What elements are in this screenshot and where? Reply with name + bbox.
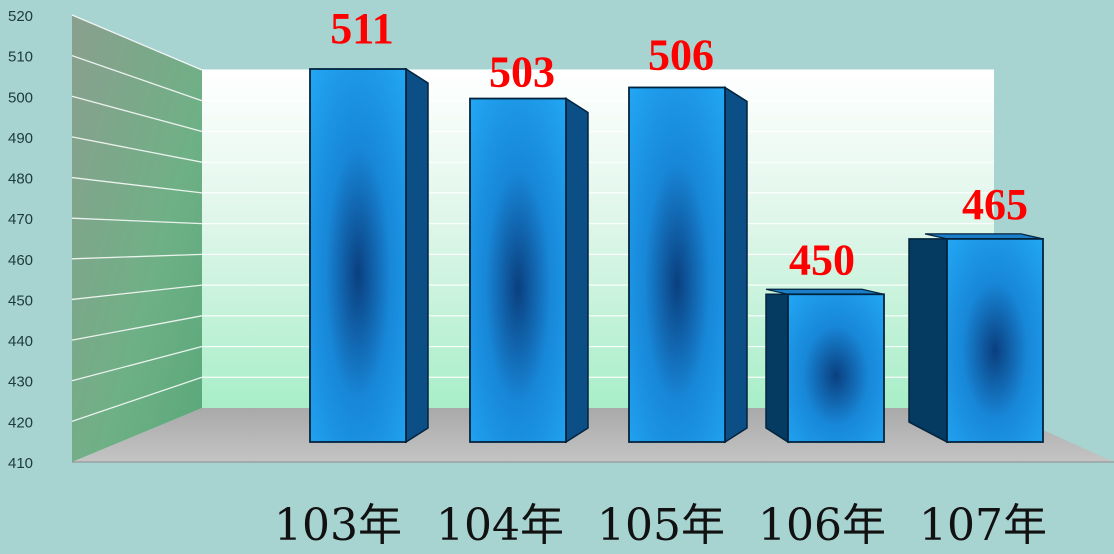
y-tick-label: 420 — [8, 414, 33, 431]
bar-front — [309, 68, 407, 443]
gridline-side — [71, 176, 203, 194]
y-tick-label: 450 — [8, 292, 33, 309]
x-axis-labels: 103年 104年 105年 106年 107年 — [274, 500, 1047, 551]
gridline-side — [71, 217, 203, 225]
y-tick-label: 440 — [8, 333, 33, 350]
bar-front — [469, 97, 567, 443]
gridline-side — [71, 253, 203, 260]
gridline-side — [71, 376, 203, 422]
bar-group — [908, 233, 1044, 444]
x-tick-label: 104年 — [436, 500, 564, 550]
gridline-side — [71, 136, 203, 163]
bar-group — [309, 67, 429, 444]
y-axis-ticks: 410 420 430 440 450 460 470 480 490 500 510 520 — [8, 8, 33, 472]
bar-front — [946, 237, 1044, 443]
bar-side — [724, 86, 748, 444]
gridline-side — [71, 284, 203, 301]
bar-side — [565, 97, 589, 444]
y-tick-label: 430 — [8, 374, 33, 391]
y-tick-label: 500 — [8, 89, 33, 106]
y-tick-label: 490 — [8, 130, 33, 147]
y-tick-label: 520 — [8, 8, 33, 25]
bar-group — [765, 288, 885, 444]
gridline-side — [71, 315, 203, 341]
bars — [309, 67, 1044, 444]
side-wall — [72, 15, 202, 462]
data-label: 465 — [962, 180, 1028, 229]
y-tick-label: 470 — [8, 211, 33, 228]
bar-front — [787, 293, 885, 443]
bar-front — [628, 86, 726, 443]
data-label: 506 — [648, 30, 714, 79]
y-tick-label: 510 — [8, 49, 33, 66]
bar-side — [405, 67, 429, 444]
gridline-side — [71, 55, 203, 102]
bar-side — [908, 238, 948, 444]
y-tick-label: 460 — [8, 252, 33, 269]
gridline-side — [71, 95, 203, 133]
bar-group — [628, 86, 748, 444]
x-tick-label: 105年 — [597, 500, 725, 550]
y-tick-label: 410 — [8, 455, 33, 472]
data-label: 503 — [489, 48, 555, 97]
x-tick-label: 107年 — [919, 500, 1047, 550]
gridline-side — [71, 345, 203, 382]
data-label: 511 — [330, 4, 394, 53]
x-tick-label: 103年 — [274, 500, 402, 550]
data-labels: 511 503 506 450 465 — [330, 4, 1028, 284]
bar-side — [765, 293, 789, 444]
gridline-side — [71, 14, 203, 71]
y-tick-label: 480 — [8, 171, 33, 188]
data-label: 450 — [789, 235, 855, 284]
x-tick-label: 106年 — [758, 500, 886, 550]
bar-group — [469, 97, 589, 444]
